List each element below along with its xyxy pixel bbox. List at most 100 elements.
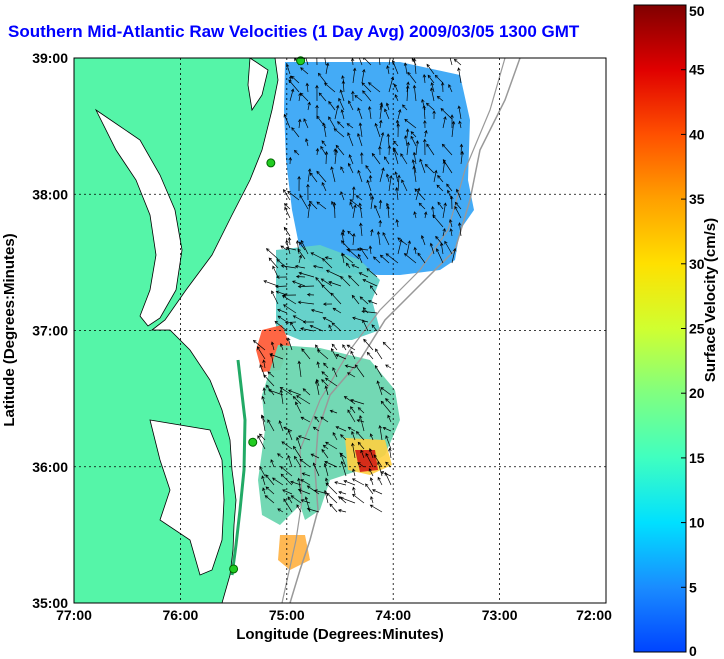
velocity-arrow xyxy=(361,309,378,314)
velocity-arrow xyxy=(387,145,392,156)
velocity-arrow xyxy=(341,229,346,237)
velocity-arrow xyxy=(322,302,333,306)
velocity-arrow xyxy=(442,202,447,219)
velocity-arrow xyxy=(424,129,428,138)
velocity-arrow xyxy=(292,395,302,405)
velocity-arrow xyxy=(305,138,309,147)
delaware-bay xyxy=(247,58,269,112)
velocity-arrow xyxy=(290,321,297,332)
velocity-arrow xyxy=(366,268,378,278)
y-tick-label: 36:00 xyxy=(32,459,68,475)
velocity-arrow xyxy=(288,156,293,165)
velocity-arrow xyxy=(310,453,320,459)
velocity-arrow xyxy=(293,445,302,459)
velocity-arrow xyxy=(373,454,383,468)
velocity-arrow xyxy=(298,118,302,129)
velocity-arrow xyxy=(351,90,355,102)
velocity-arrow xyxy=(294,455,302,468)
velocity-arrow xyxy=(295,401,302,414)
velocity-arrow xyxy=(299,241,306,251)
velocity-arrow xyxy=(307,202,312,219)
velocity-arrow xyxy=(262,359,266,369)
velocity-arrow xyxy=(324,460,338,468)
velocity-arrow xyxy=(338,490,347,495)
velocity-arrow xyxy=(270,341,275,351)
velocity-arrow xyxy=(322,317,333,323)
colorbar-label: Surface Velocity (cm/s) xyxy=(702,218,719,382)
velocity-arrow xyxy=(352,486,356,495)
velocity-arrow xyxy=(382,232,390,246)
velocity-arrows xyxy=(252,58,464,513)
velocity-arrow xyxy=(451,120,456,138)
velocity-arrow xyxy=(300,416,311,423)
velocity-arrow xyxy=(323,462,329,477)
y-tick-label: 39:00 xyxy=(32,50,68,66)
velocity-arrow xyxy=(426,143,435,156)
velocity-arrow xyxy=(279,389,284,405)
velocity-arrow xyxy=(288,79,300,93)
velocity-arrow xyxy=(434,74,444,84)
velocity-arrow xyxy=(383,156,390,165)
pamlico-sound xyxy=(149,419,225,576)
velocity-arrow xyxy=(261,475,266,486)
velocity-arrow xyxy=(315,147,320,156)
velocity-arrow xyxy=(306,507,320,513)
velocity-arrow xyxy=(440,81,445,93)
colorbar: 0 5 10 15 20 25 30 35 40 45 50 Surface Velocity (c… xyxy=(633,3,719,659)
velocity-arrow xyxy=(274,320,288,332)
velocity-arrow xyxy=(328,324,333,332)
velocity-arrow xyxy=(457,67,462,84)
y-axis-label: Latitude (Degrees:Minutes) xyxy=(1,233,18,426)
velocity-arrow xyxy=(307,168,312,183)
velocity-arrow xyxy=(412,165,417,183)
velocity-arrow xyxy=(429,242,435,255)
velocity-arrow xyxy=(442,116,447,129)
velocity-arrow xyxy=(321,379,329,387)
velocity-arrow xyxy=(323,489,329,504)
velocity-arrow xyxy=(424,163,435,174)
velocity-arrow xyxy=(412,58,417,75)
velocity-arrow xyxy=(380,400,392,414)
velocity-arrow xyxy=(411,159,417,174)
velocity-arrow xyxy=(352,67,357,84)
velocity-arrow xyxy=(437,201,444,210)
velocity-arrow xyxy=(423,211,428,219)
velocity-arrow xyxy=(357,132,363,147)
velocity-arrow xyxy=(330,292,342,305)
velocity-arrow xyxy=(261,395,266,405)
velocity-arrow xyxy=(372,256,381,264)
velocity-arrow xyxy=(442,159,453,174)
velocity-arrow xyxy=(312,462,320,477)
velocity-arrow xyxy=(412,151,417,165)
velocity-arrow xyxy=(458,120,462,129)
velocity-arrow xyxy=(405,128,410,138)
velocity-arrow xyxy=(318,92,327,102)
velocity-arrow xyxy=(328,116,336,129)
velocity-arrow xyxy=(356,419,365,423)
velocity-arrow xyxy=(371,152,381,165)
velocity-arrow xyxy=(312,426,320,432)
velocity-arrow xyxy=(444,240,453,255)
velocity-arrow xyxy=(351,264,360,269)
velocity-arrow xyxy=(388,447,392,459)
velocity-arrow xyxy=(386,65,390,75)
velocity-arrow xyxy=(427,74,435,84)
velocity-arrow xyxy=(297,477,302,495)
colorbar-tick-label: 30 xyxy=(689,256,705,272)
velocity-arrow xyxy=(298,254,303,264)
velocity-arrow xyxy=(295,274,306,279)
hf-radar-station xyxy=(266,158,276,168)
velocity-arrow xyxy=(291,280,306,287)
velocity-arrow xyxy=(347,426,356,432)
velocity-arrow xyxy=(358,272,369,278)
velocity-arrow xyxy=(448,84,453,93)
velocity-arrow xyxy=(267,389,284,396)
velocity-arrow xyxy=(300,499,311,504)
x-tick-label: 73:00 xyxy=(482,607,518,623)
velocity-arrow xyxy=(277,453,284,459)
velocity-arrow xyxy=(265,474,275,486)
velocity-arrow xyxy=(370,495,374,504)
velocity-arrow xyxy=(454,201,462,210)
colorbar-tick-label: 50 xyxy=(689,3,705,19)
velocity-arrow xyxy=(315,344,320,351)
